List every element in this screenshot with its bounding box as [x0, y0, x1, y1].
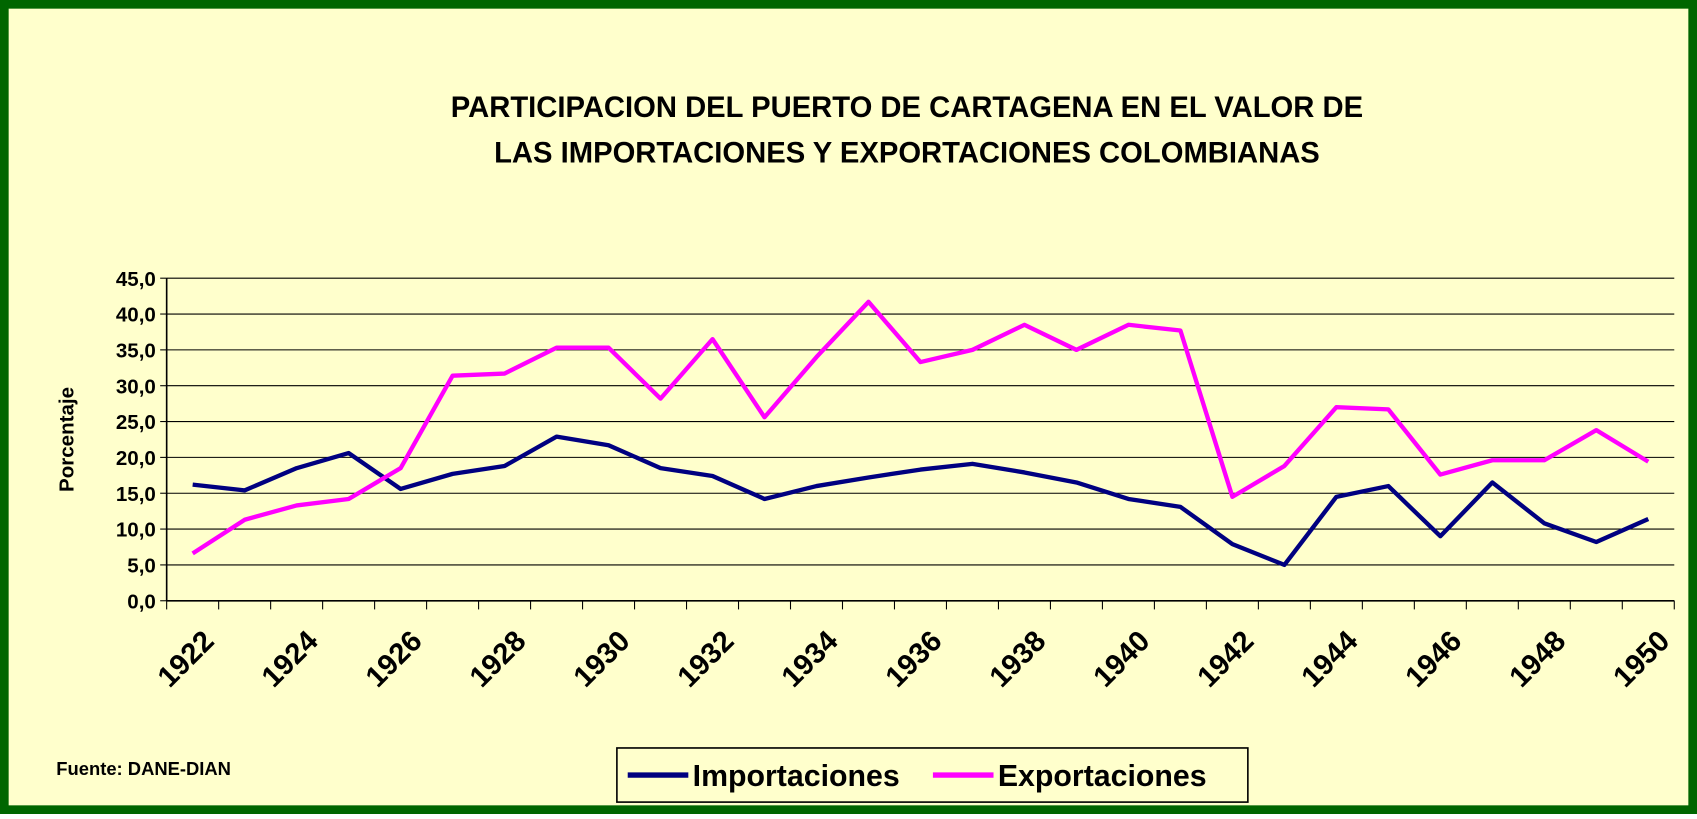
series-line — [191, 299, 1650, 556]
legend-label: Exportaciones — [998, 760, 1207, 793]
legend-label: Importaciones — [693, 760, 900, 793]
y-tick-label: 15,0 — [116, 483, 156, 506]
y-tick-label: 40,0 — [116, 304, 156, 327]
chart-title: LAS IMPORTACIONES Y EXPORTACIONES COLOMB… — [494, 137, 1320, 169]
y-tick-label: 5,0 — [127, 554, 156, 577]
chart-title: PARTICIPACION DEL PUERTO DE CARTAGENA EN… — [451, 92, 1363, 124]
y-axis-label: Porcentaje — [56, 387, 79, 492]
y-tick-label: 25,0 — [116, 411, 156, 434]
source-note: Fuente: DANE-DIAN — [56, 758, 231, 779]
y-tick-label: 45,0 — [116, 268, 156, 291]
y-tick-label: 0,0 — [127, 590, 156, 613]
y-tick-label: 30,0 — [116, 375, 156, 398]
y-tick-label: 10,0 — [116, 519, 156, 542]
y-tick-label: 20,0 — [116, 447, 156, 470]
series-line — [192, 434, 1650, 568]
legend-box — [616, 747, 1249, 803]
y-tick-label: 35,0 — [116, 339, 156, 362]
